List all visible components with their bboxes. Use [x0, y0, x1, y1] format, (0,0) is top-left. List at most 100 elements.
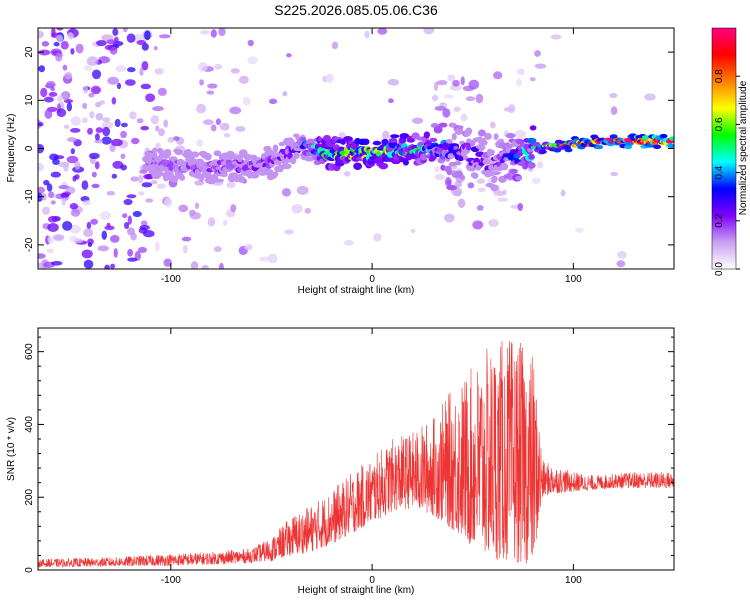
figure-title: S225.2026.085.05.06.C36	[274, 2, 438, 18]
spectrogram-cell	[167, 137, 175, 143]
spectrogram-cell	[72, 175, 77, 182]
spectrogram-cell	[122, 28, 128, 33]
spectrogram-cell	[73, 238, 84, 244]
spectrogram-cell	[376, 159, 384, 164]
spectrogram-cell	[466, 138, 472, 143]
spectrogram-cell	[122, 213, 128, 219]
spectrogram-cell	[564, 147, 573, 153]
spectrogram-cell	[402, 159, 409, 166]
spectrogram-cell	[141, 61, 149, 71]
spectrogram-cell	[130, 176, 140, 182]
spectrogram-cell	[529, 125, 537, 131]
spectrogram-cell	[50, 200, 56, 205]
spectrogram-cell	[106, 39, 118, 45]
spectrogram-cell	[438, 122, 448, 128]
spectrogram-cell	[244, 243, 253, 251]
spectrogram-cell	[88, 152, 100, 160]
spectrogram-cell	[63, 124, 70, 129]
spectrogram-cell	[53, 234, 65, 241]
spectrogram-cell	[38, 49, 51, 56]
spectrogram-cell	[110, 263, 116, 269]
spectrogram-cell	[433, 81, 439, 91]
spectrogram-cell	[669, 136, 674, 141]
spectrogram-y-axis: -20 -10 0 10 20	[24, 46, 674, 252]
spectrogram-cell	[196, 139, 204, 147]
spectrogram-cell	[140, 125, 150, 131]
spectrogram-cell	[60, 192, 70, 198]
spectrogram-cell	[152, 147, 158, 153]
spectrogram-cell	[526, 137, 537, 144]
spectrogram-cell	[575, 227, 585, 233]
spectrogram-cell	[129, 111, 137, 120]
spectrogram-cell	[434, 106, 446, 111]
spectrogram-cell	[38, 253, 46, 259]
spectrogram-cell	[219, 122, 230, 131]
snr-y-tick-label: 0	[24, 567, 35, 573]
spectrogram-cell	[465, 145, 472, 151]
snr-x-label: Height of straight line (km)	[298, 585, 415, 596]
spectrogram-cell	[323, 134, 331, 142]
spectrogram-cell	[338, 132, 346, 138]
spectrogram-cell	[493, 133, 499, 141]
colorbar-tick-label: 0.2	[714, 213, 725, 227]
snr-x-tick-label: -100	[161, 575, 181, 586]
spectrogram-cell	[509, 149, 518, 155]
spectrogram-cell	[406, 138, 415, 143]
spectrogram-cell	[382, 130, 390, 140]
spectrogram-cell	[150, 115, 160, 125]
spectrogram-x-tick-label: -100	[161, 274, 181, 285]
spectrogram-cell	[516, 68, 525, 76]
colorbar-ticks: 0.0 0.2 0.4 0.6 0.8	[714, 69, 740, 276]
spectrogram-cell	[41, 206, 51, 215]
spectrogram-cell	[531, 177, 541, 184]
spectrogram-cell	[70, 116, 81, 126]
spectrogram-cell	[45, 80, 56, 89]
spectrogram-cell	[95, 112, 104, 121]
spectrogram-cell	[46, 183, 53, 192]
spectrogram-cell	[617, 251, 627, 259]
spectrogram-cell	[86, 56, 99, 66]
spectrogram-cell	[152, 106, 164, 112]
spectrogram-cell	[399, 133, 410, 139]
spectrogram-cell	[644, 93, 656, 101]
spectrogram-cell	[388, 138, 398, 144]
spectrogram-cell	[207, 83, 218, 89]
spectrogram-cell	[116, 82, 122, 90]
spectrogram-cell	[70, 208, 81, 217]
snr-x-tick-label: 100	[565, 575, 582, 586]
spectrogram-cell	[517, 202, 524, 212]
spectrogram-cell	[113, 248, 118, 258]
spectrogram-cell	[226, 150, 235, 158]
snr-series-line	[38, 341, 674, 568]
spectrogram-cell	[38, 192, 44, 202]
snr-y-tick-label: 200	[24, 488, 35, 505]
snr-y-label: SNR (10 * v/v)	[6, 417, 17, 481]
spectrogram-cell	[70, 148, 75, 155]
spectrogram-cell	[60, 40, 69, 50]
spectrogram-cell	[344, 171, 351, 177]
spectrogram-cell	[487, 171, 496, 177]
spectrogram-cell	[229, 106, 242, 115]
spectrogram-x-label: Height of straight line (km)	[298, 285, 415, 296]
spectrogram-cell	[293, 151, 300, 160]
spectrogram-cell	[476, 178, 486, 184]
spectrogram-cell	[158, 34, 171, 39]
spectrogram-cell	[43, 96, 54, 103]
spectrogram-cell	[90, 218, 98, 225]
spectrogram-cell	[490, 184, 499, 192]
spectrogram-cell	[114, 118, 121, 128]
spectrogram-cell	[38, 65, 46, 73]
spectrogram-cell	[476, 205, 484, 211]
spectrogram-cell	[102, 117, 111, 123]
spectrogram-cell	[281, 163, 292, 170]
spectrogram-cell	[101, 34, 114, 42]
spectrogram-cell	[56, 108, 67, 118]
spectrogram-cell	[91, 69, 102, 80]
spectrogram-cell	[537, 161, 544, 169]
colorbar-tick-label: 0.8	[714, 69, 725, 83]
spectrogram-cell	[361, 138, 370, 146]
spectrogram-cell	[411, 117, 424, 124]
spectrogram-cell	[112, 28, 119, 37]
spectrogram-cell	[465, 96, 476, 102]
